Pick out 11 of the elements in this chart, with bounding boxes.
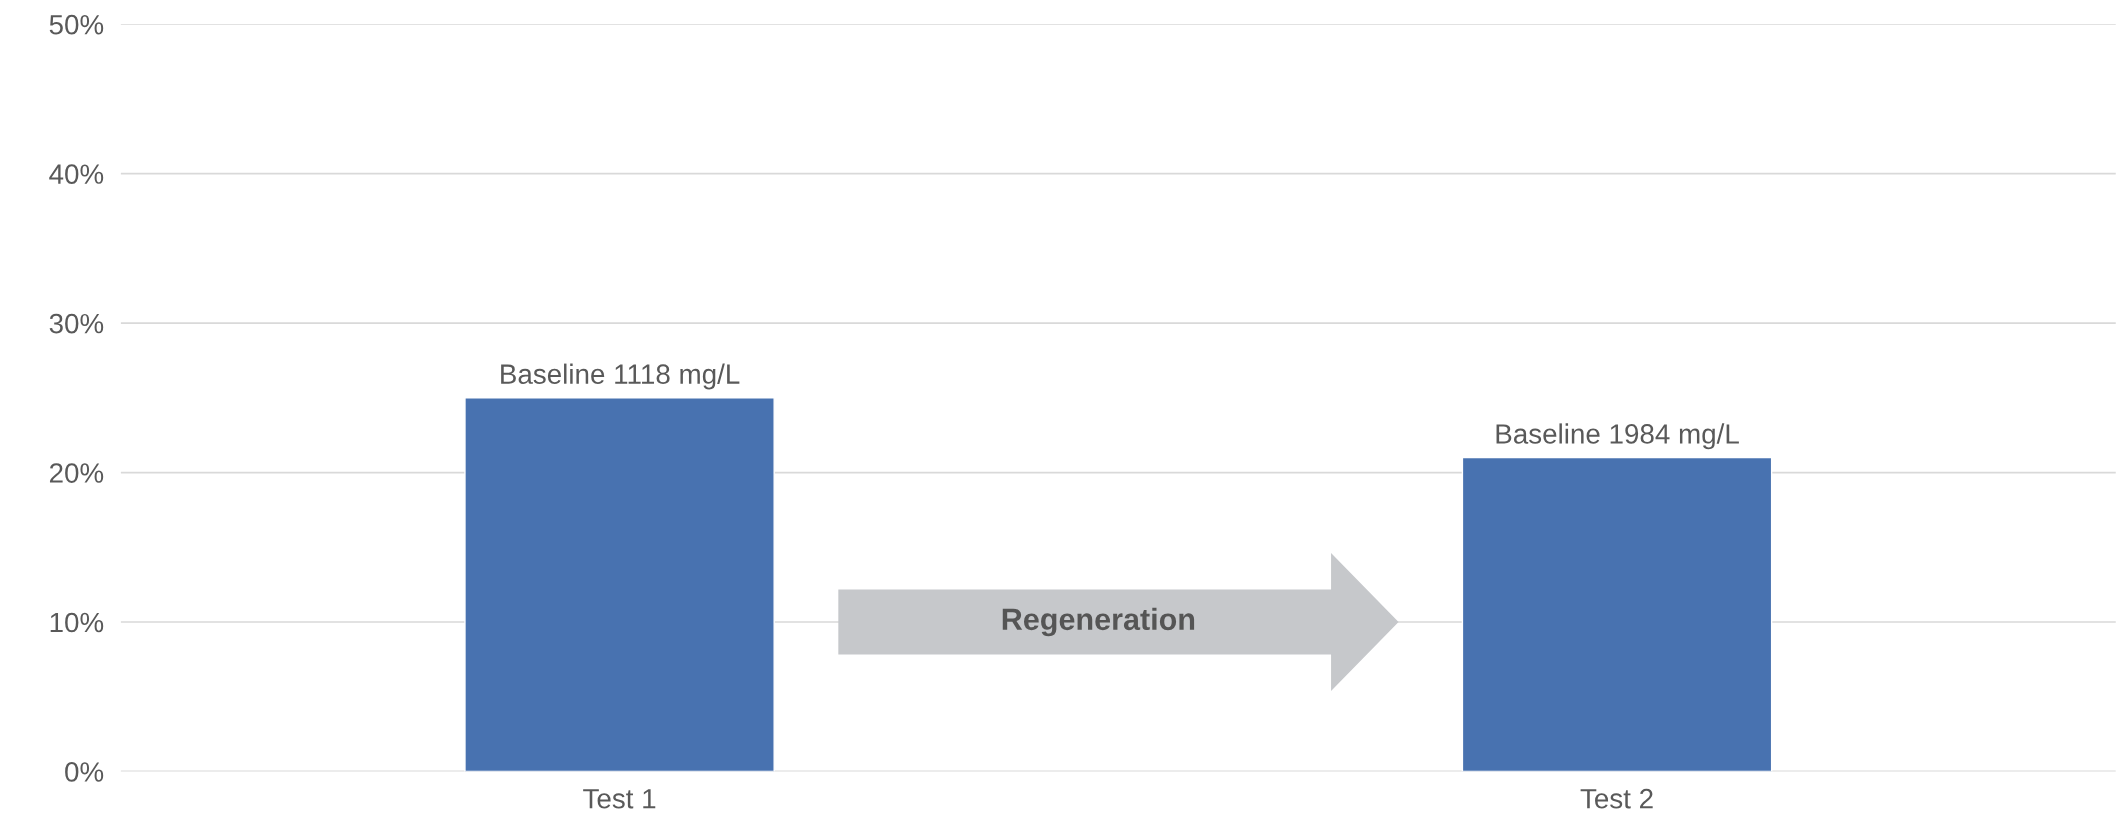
y-tick-label: 10% (50, 612, 104, 633)
y-tick-label: 50% (49, 14, 104, 35)
y-tick-label: 0% (65, 762, 104, 782)
x-tick-label: Test 1 (583, 789, 656, 809)
y-tick-label: 40% (49, 164, 104, 184)
annotation: Baseline 1118 mg/L (501, 363, 740, 390)
x-tick-label: Test 2 (1580, 788, 1653, 809)
y-tick-label: 20% (49, 463, 104, 483)
y-tick-label: 30% (49, 313, 104, 334)
annotation: Regeneration (1002, 607, 1195, 637)
annotation: Baseline 1984 mg/L (1496, 423, 1739, 450)
